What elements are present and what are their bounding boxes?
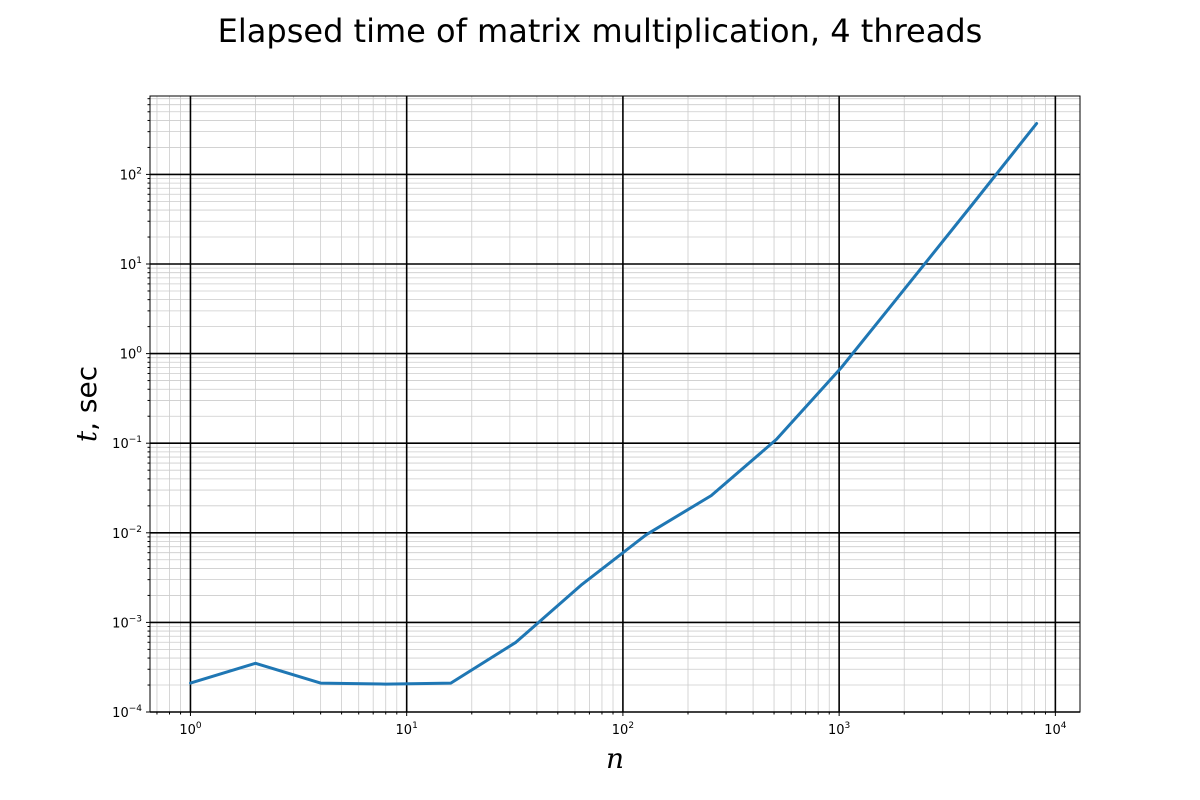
series-layer [189,122,1039,686]
series-line [189,122,1039,686]
y-tick-label: 10−3 [112,614,142,631]
y-tick-label: 10−4 [112,704,142,721]
x-tick-label: 103 [828,721,850,738]
y-tick-label: 102 [120,166,142,183]
y-axis-label-var: t [70,430,103,442]
y-tick-label: 10−2 [112,525,142,542]
y-axis-ticks: 10−4 10−3 10−2 10−1 100 101 102 [112,98,150,721]
y-tick-label: 10−1 [112,435,142,452]
chart-title: Elapsed time of matrix multiplication, 4… [218,12,983,50]
x-tick-label: 100 [179,721,202,738]
x-axis-ticks: 100 101 102 103 104 [156,712,1067,738]
y-axis-label: t, sec [70,366,103,442]
axes-frame [149,95,1081,713]
x-tick-label: 101 [396,721,418,738]
y-tick-label: 100 [120,346,143,363]
x-tick-label: 102 [612,721,634,738]
minor-grid [150,96,1080,712]
y-axis-label-unit: , sec [70,366,103,431]
x-tick-label: 104 [1044,721,1067,738]
y-tick-label: 101 [120,256,142,273]
x-axis-label: n [606,742,624,775]
